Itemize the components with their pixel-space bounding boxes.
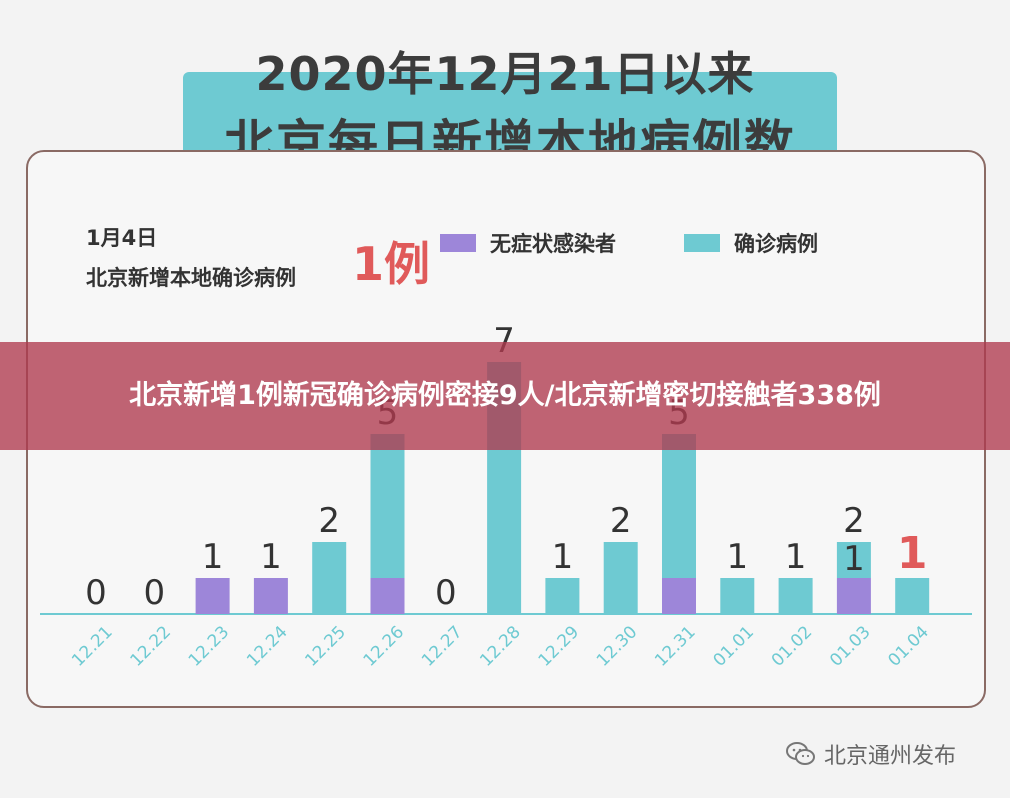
wechat-icon	[786, 742, 815, 765]
legend-swatch-asymptomatic	[440, 234, 476, 252]
headline-banner: 北京新增1例新冠确诊病例密接9人/北京新增密切接触者338例	[0, 342, 1010, 450]
bar-confirmed	[720, 578, 755, 614]
bar-confirmed	[778, 578, 813, 614]
bar-asymptomatic	[662, 578, 696, 614]
bar-confirmed	[662, 434, 696, 578]
x-tick-label: 01.03	[826, 622, 875, 671]
legend-swatch-confirmed	[684, 234, 720, 252]
data-label: 1	[726, 537, 748, 577]
data-label: 0	[85, 573, 107, 613]
data-label: 1	[260, 537, 282, 577]
watermark: 北京通州发布	[786, 738, 956, 770]
legend-label-asymptomatic: 无症状感染者	[490, 232, 616, 256]
bar-confirmed	[370, 434, 405, 578]
headline-text: 北京新增1例新冠确诊病例密接9人/北京新增密切接触者338例	[129, 380, 881, 411]
x-tick-label: 01.02	[768, 622, 817, 671]
data-label-total: 2	[843, 501, 865, 541]
x-tick-label: 12.24	[243, 622, 292, 671]
bar-confirmed	[603, 542, 638, 614]
legend-label-confirmed: 确诊病例	[734, 232, 818, 256]
x-tick-label: 12.27	[418, 622, 467, 671]
bar-asymptomatic	[370, 578, 405, 614]
annotation-subtitle: 北京新增本地确诊病例	[86, 266, 296, 290]
legend-confirmed: 确诊病例	[684, 228, 818, 258]
data-label: 2	[318, 501, 340, 541]
data-label: 1	[785, 537, 807, 577]
legend-asymptomatic: 无症状感染者	[440, 228, 616, 258]
bar-asymptomatic	[253, 578, 288, 614]
x-tick-label: 12.25	[301, 622, 350, 671]
x-tick-label: 12.23	[185, 622, 234, 671]
data-label: 0	[143, 573, 165, 613]
bar-confirmed	[895, 578, 930, 614]
bar-confirmed	[836, 542, 871, 578]
data-label: 1	[202, 537, 224, 577]
bar-asymptomatic	[836, 578, 871, 614]
annotation-date: 1月4日	[86, 226, 158, 250]
x-tick-label: 01.01	[709, 622, 758, 671]
data-label: 1	[552, 537, 574, 577]
x-tick-label: 12.28	[476, 622, 525, 671]
x-tick-label: 12.26	[360, 622, 409, 671]
data-label: 1	[843, 539, 865, 579]
x-tick-label: 12.29	[535, 622, 584, 671]
data-label: 2	[610, 501, 632, 541]
bar-confirmed	[312, 542, 347, 614]
bar-confirmed	[545, 578, 580, 614]
data-label: 0	[435, 573, 457, 613]
watermark-text: 北京通州发布	[824, 744, 957, 769]
data-label: 1	[897, 528, 928, 579]
chart-title-line1: 2020年12月21日以来	[255, 47, 755, 101]
x-tick-label: 12.21	[68, 622, 117, 671]
x-tick-label: 12.31	[651, 622, 700, 671]
x-tick-label: 01.04	[884, 622, 933, 671]
x-tick-label: 12.22	[126, 622, 175, 671]
bar-asymptomatic	[195, 578, 230, 614]
annotation-highlight: 1例	[352, 237, 431, 291]
x-tick-label: 12.30	[593, 622, 642, 671]
